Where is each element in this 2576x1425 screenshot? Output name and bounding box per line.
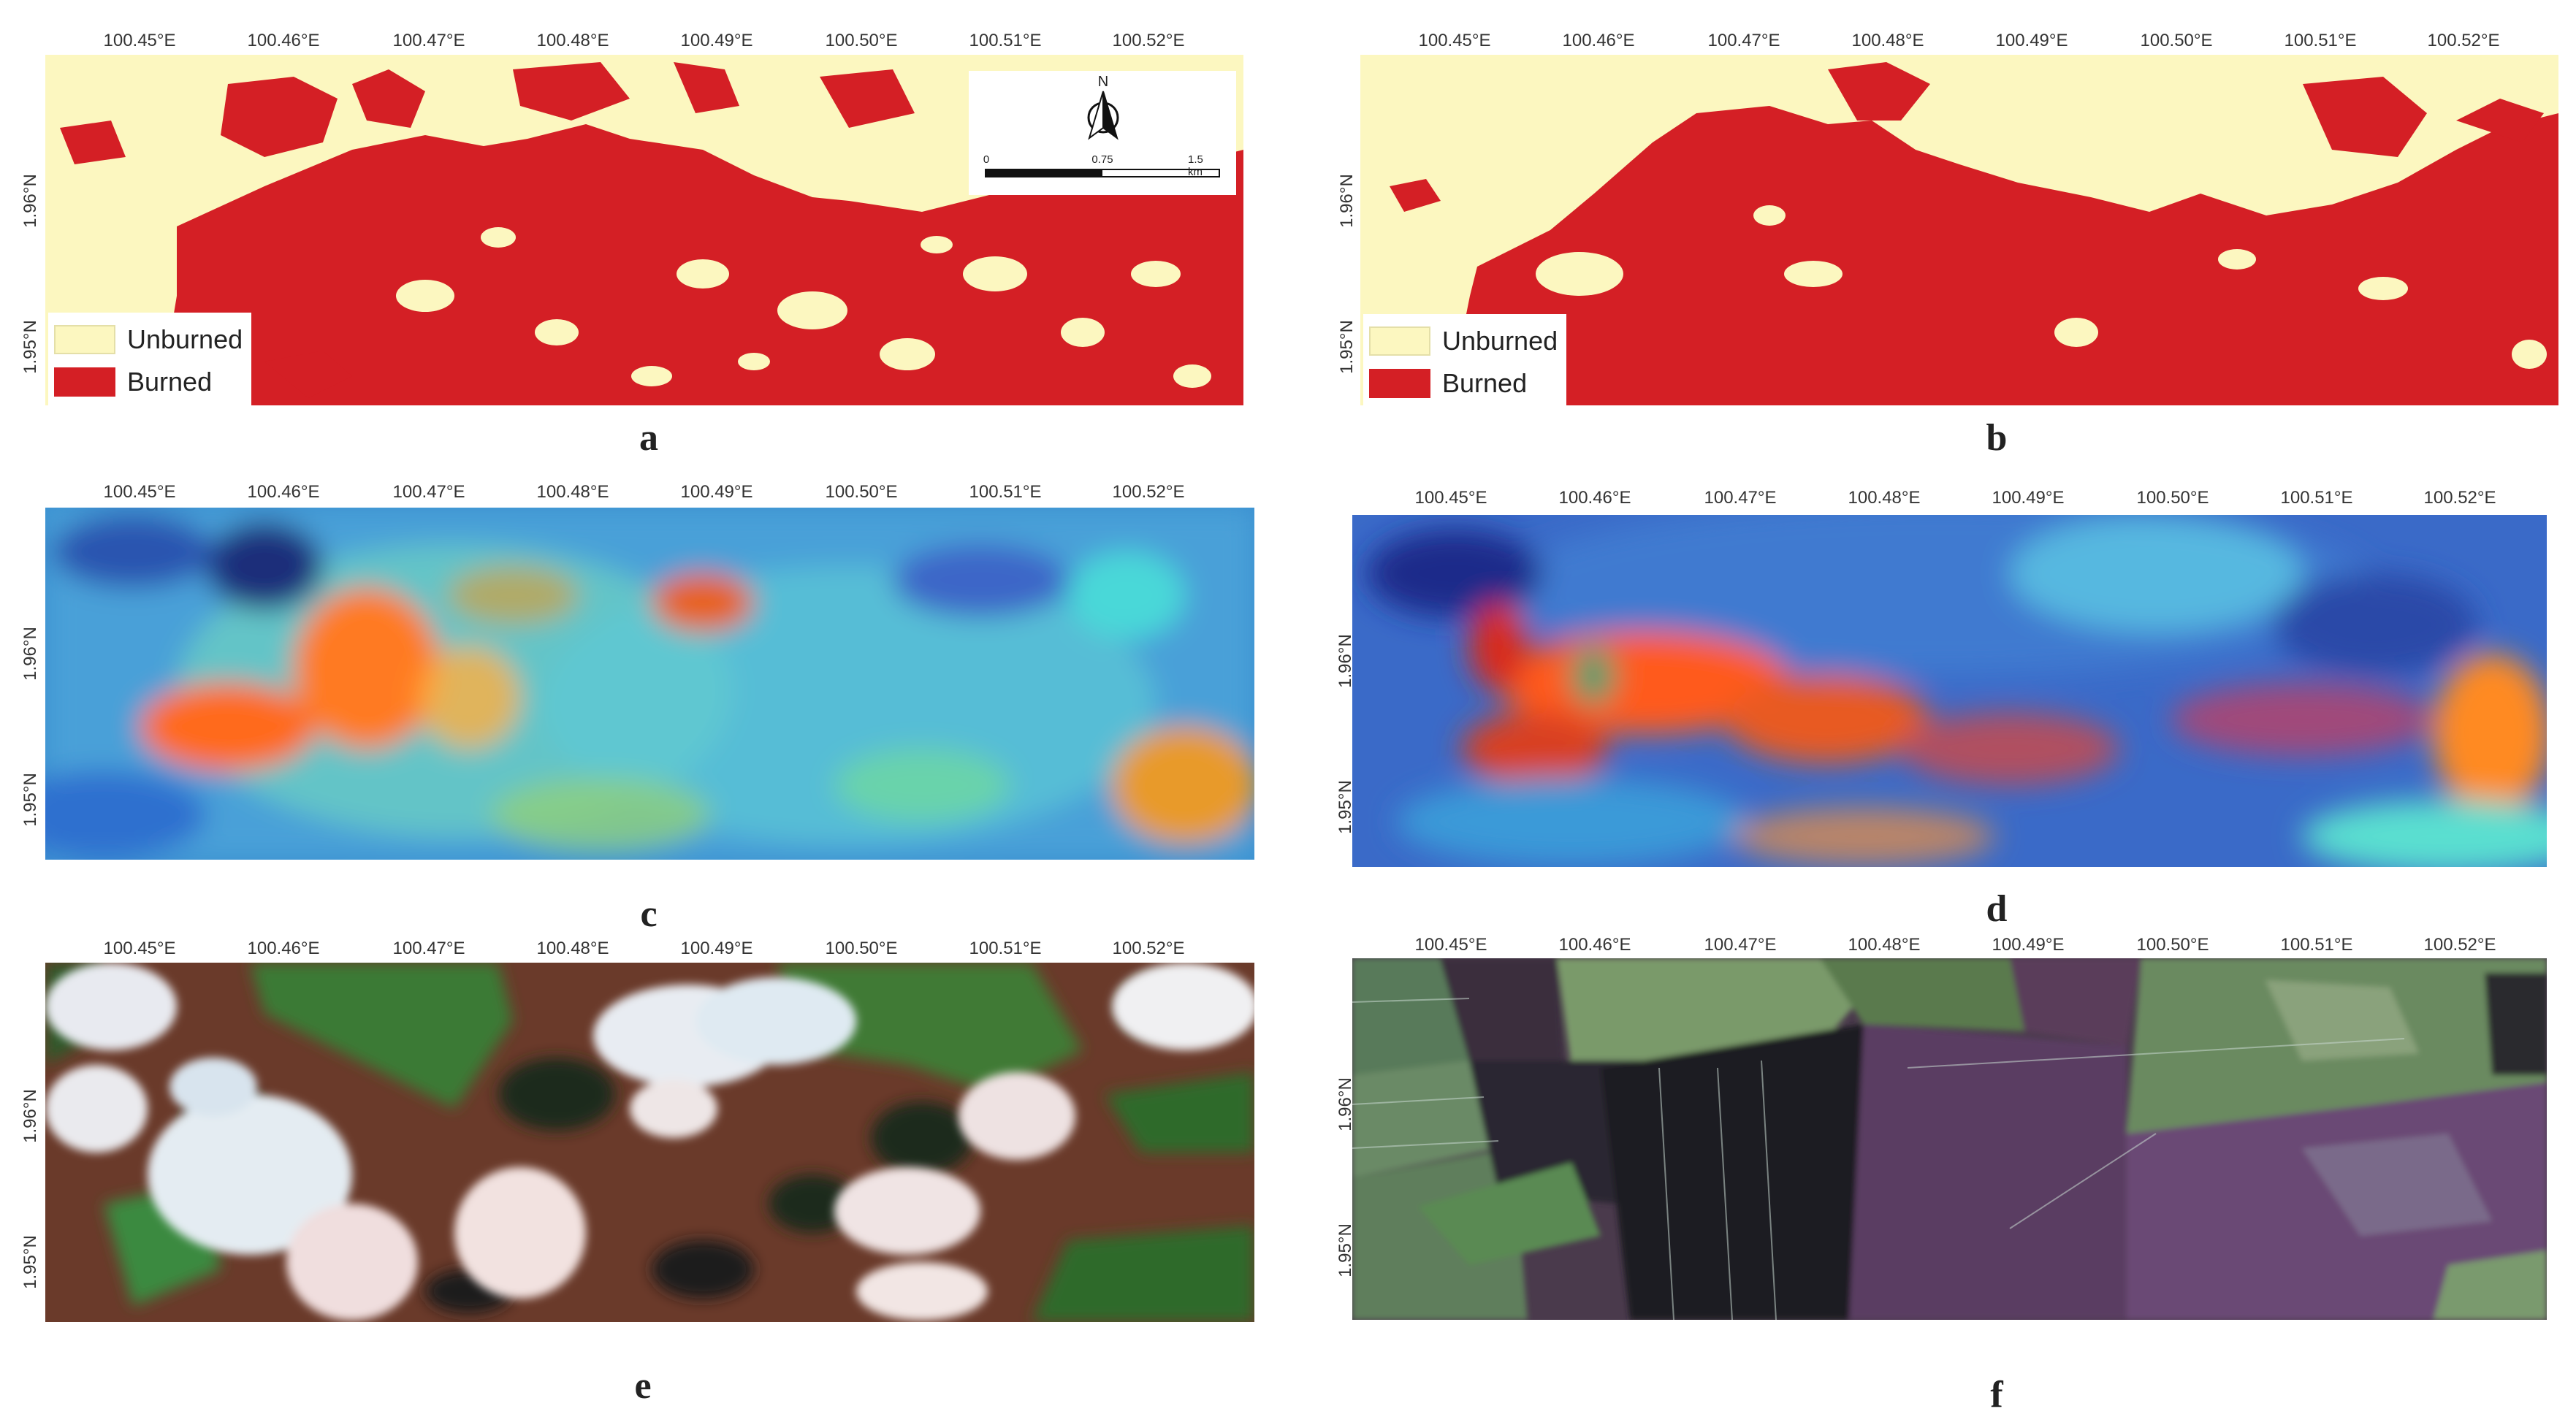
- lon-tick: 100.49°E: [1992, 935, 2065, 955]
- panel-label-b: b: [1986, 417, 2008, 459]
- lon-tick: 100.48°E: [536, 939, 609, 958]
- panel-label-f: f: [1990, 1374, 2003, 1416]
- lat-tick: 1.95°N: [1337, 320, 1357, 374]
- lon-tick: 100.51°E: [2280, 488, 2353, 508]
- lon-tick: 100.51°E: [969, 482, 1042, 502]
- lon-tick: 100.48°E: [536, 31, 609, 50]
- panel-label-d: d: [1986, 888, 2008, 930]
- lon-tick: 100.52°E: [1112, 939, 1185, 958]
- lat-tick: 1.95°N: [20, 320, 40, 374]
- lon-tick: 100.47°E: [1704, 488, 1777, 508]
- lat-tick: 1.96°N: [20, 627, 40, 681]
- false-color-map-c: [45, 508, 1254, 860]
- lon-tick: 100.50°E: [2136, 935, 2209, 955]
- lon-tick: 100.45°E: [103, 939, 176, 958]
- scalebar: [985, 169, 1220, 177]
- north-arrow-icon: [1087, 91, 1119, 140]
- lon-tick: 100.50°E: [825, 482, 898, 502]
- scale-label-0: 0: [983, 153, 990, 166]
- panel-label-a: a: [639, 417, 658, 459]
- legend-label-burned: Burned: [127, 367, 213, 397]
- burned-swatch: [1369, 369, 1430, 398]
- lat-tick: 1.96°N: [1337, 174, 1357, 228]
- lon-tick: 100.49°E: [680, 939, 753, 958]
- legend-item-burned: Burned: [1369, 362, 1558, 405]
- lon-tick: 100.50°E: [2136, 488, 2209, 508]
- lat-tick: 1.96°N: [20, 174, 40, 228]
- lon-tick: 100.52°E: [1112, 31, 1185, 50]
- panel-label-c: c: [640, 893, 658, 935]
- north-label: N: [1097, 74, 1109, 90]
- lon-tick-labels: 100.45°E 100.46°E 100.47°E 100.48°E 100.…: [44, 482, 1249, 511]
- lon-tick: 100.51°E: [969, 31, 1042, 50]
- lon-tick: 100.51°E: [969, 939, 1042, 958]
- lon-tick: 100.52°E: [2423, 935, 2496, 955]
- north-arrow-scale-box: N 0 0.75 1.5 km: [969, 71, 1236, 195]
- unburned-swatch: [1369, 326, 1430, 356]
- lon-tick: 100.48°E: [1848, 488, 1921, 508]
- lon-tick: 100.52°E: [1112, 482, 1185, 502]
- legend-item-unburned: Unburned: [1369, 320, 1558, 362]
- legend: Unburned Burned: [48, 313, 252, 408]
- false-color-map-d: [1352, 515, 2547, 867]
- legend-label-unburned: Unburned: [127, 324, 243, 354]
- lat-tick: 1.95°N: [20, 1235, 40, 1289]
- burned-swatch: [54, 367, 115, 397]
- lon-tick: 100.46°E: [247, 31, 320, 50]
- lon-tick: 100.47°E: [392, 939, 465, 958]
- lon-tick: 100.47°E: [1704, 935, 1777, 955]
- lon-tick-labels: 100.45°E 100.46°E 100.47°E 100.48°E 100.…: [1355, 935, 2561, 964]
- lat-tick: 1.95°N: [20, 773, 40, 827]
- lon-tick: 100.50°E: [825, 939, 898, 958]
- lon-tick: 100.49°E: [1992, 488, 2065, 508]
- lon-tick: 100.47°E: [392, 482, 465, 502]
- lat-tick: 1.96°N: [20, 1089, 40, 1143]
- lon-tick: 100.49°E: [680, 31, 753, 50]
- scale-label-end: 1.5 km: [1188, 153, 1203, 178]
- satellite-image-f: [1352, 958, 2547, 1320]
- lon-tick: 100.48°E: [536, 482, 609, 502]
- lon-tick: 100.45°E: [103, 482, 176, 502]
- lon-tick-labels: 100.45°E 100.46°E 100.47°E 100.48°E 100.…: [1359, 31, 2564, 60]
- lon-tick-labels: 100.45°E 100.46°E 100.47°E 100.48°E 100.…: [44, 939, 1249, 968]
- lon-tick: 100.46°E: [247, 939, 320, 958]
- lon-tick: 100.47°E: [392, 31, 465, 50]
- lon-tick: 100.50°E: [2140, 31, 2213, 50]
- lon-tick: 100.46°E: [1562, 31, 1635, 50]
- lon-tick: 100.45°E: [103, 31, 176, 50]
- lon-tick: 100.46°E: [1558, 488, 1631, 508]
- satellite-image-e: [45, 963, 1254, 1322]
- legend: Unburned Burned: [1363, 314, 1567, 409]
- lon-tick: 100.52°E: [2427, 31, 2500, 50]
- unburned-swatch: [54, 325, 115, 354]
- lon-tick: 100.51°E: [2284, 31, 2357, 50]
- lon-tick: 100.48°E: [1851, 31, 1924, 50]
- panel-label-e: e: [634, 1365, 652, 1407]
- scale-label-mid: 0.75: [1091, 153, 1113, 166]
- lon-tick: 100.49°E: [680, 482, 753, 502]
- lon-tick-labels: 100.45°E 100.46°E 100.47°E 100.48°E 100.…: [44, 31, 1249, 60]
- lon-tick: 100.51°E: [2280, 935, 2353, 955]
- lon-tick: 100.45°E: [1418, 31, 1491, 50]
- lon-tick: 100.45°E: [1414, 488, 1487, 508]
- lon-tick: 100.45°E: [1414, 935, 1487, 955]
- lon-tick: 100.46°E: [1558, 935, 1631, 955]
- lon-tick: 100.50°E: [825, 31, 898, 50]
- legend-item-unburned: Unburned: [54, 318, 243, 361]
- lon-tick: 100.52°E: [2423, 488, 2496, 508]
- lon-tick: 100.49°E: [1995, 31, 2068, 50]
- lon-tick: 100.48°E: [1848, 935, 1921, 955]
- legend-label-unburned: Unburned: [1442, 326, 1558, 356]
- lon-tick: 100.46°E: [247, 482, 320, 502]
- lon-tick: 100.47°E: [1707, 31, 1780, 50]
- legend-item-burned: Burned: [54, 361, 243, 403]
- legend-label-burned: Burned: [1442, 368, 1528, 398]
- lon-tick-labels: 100.45°E 100.46°E 100.47°E 100.48°E 100.…: [1355, 488, 2561, 517]
